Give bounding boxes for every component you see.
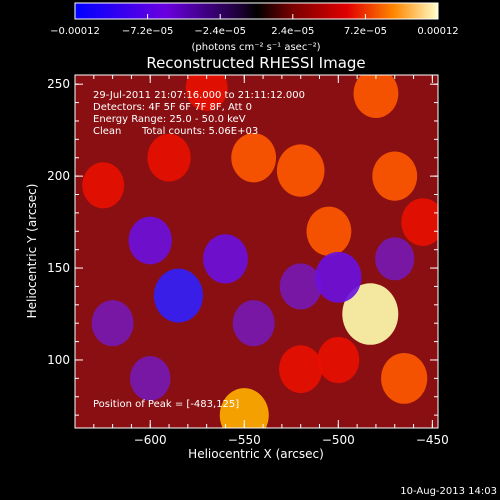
heatmap-feature: [342, 283, 399, 345]
x-tick-label: −550: [228, 433, 261, 447]
colorbar-tick-label: 0.00012: [417, 26, 458, 37]
heatmap-feature: [353, 75, 399, 119]
y-tick-label: 100: [47, 353, 70, 367]
heatmap-feature: [279, 263, 322, 310]
heatmap-features: [82, 75, 438, 428]
annotation-detectors: Detectors: 4F 5F 6F 7F 8F, Att 0: [93, 102, 252, 113]
heatmap-feature: [203, 234, 248, 284]
y-axis-label: Heliocentric Y (arcsec): [25, 184, 39, 319]
annotation-block: 29-Jul-2011 21:07:16.000 to 21:11:12.000…: [93, 90, 305, 410]
heatmap-feature: [276, 144, 325, 197]
colorbar-tick-label: −0.00012: [50, 26, 100, 37]
heatmap-feature: [375, 237, 415, 281]
heatmap-feature: [401, 198, 438, 246]
x-tick-label: −600: [134, 433, 167, 447]
annotation-time: 29-Jul-2011 21:07:16.000 to 21:11:12.000: [93, 90, 305, 101]
heatmap-feature: [147, 133, 191, 182]
y-tick-label: 150: [47, 261, 70, 275]
y-axis: 100 150 200 250: [47, 77, 438, 416]
x-axis: −600 −550 −500 −450: [93, 75, 449, 447]
heatmap-feature: [128, 216, 172, 265]
heatmap-feature: [315, 251, 362, 303]
peak-position-label: Position of Peak = [-483,125]: [93, 399, 239, 410]
colorbar-tick-label: 2.4e−05: [271, 26, 314, 37]
colorbar-tick-label: 7.2e−05: [344, 26, 387, 37]
heatmap-feature: [306, 206, 352, 256]
heatmap-feature: [278, 345, 323, 394]
y-tick-label: 200: [47, 169, 70, 183]
heatmap-feature: [232, 300, 275, 347]
heatmap-feature: [372, 151, 418, 201]
colorbar-ticks: −0.00012 −7.2e−05 −2.4e−05 2.4e−05 7.2e−05 0.…: [50, 14, 459, 37]
heatmap-feature: [231, 133, 277, 183]
x-tick-label: −500: [322, 433, 355, 447]
heatmap-feature: [381, 352, 428, 404]
heatmap-area: [75, 75, 438, 428]
x-tick-label: −450: [416, 433, 449, 447]
x-axis-label: Heliocentric X (arcsec): [188, 447, 324, 461]
annotation-method: Clean: [93, 126, 121, 137]
colorbar: [74, 2, 439, 20]
annotation-counts: Total counts: 5.06E+03: [141, 126, 258, 137]
colorbar-tick-label: −2.4e−05: [194, 26, 246, 37]
colorbar-tick-label: −7.2e−05: [122, 26, 174, 37]
colorbar-unit-label: (photons cm⁻² s⁻¹ asec⁻²): [191, 42, 320, 53]
heatmap-feature: [82, 162, 125, 209]
annotation-energy: Energy Range: 25.0 - 50.0 keV: [93, 114, 246, 125]
heatmap-feature: [185, 75, 228, 111]
y-tick-label: 250: [47, 77, 70, 91]
heatmap-feature: [129, 356, 171, 401]
date-stamp: 10-Aug-2013 14:03: [400, 486, 497, 497]
heatmap-feature: [91, 300, 134, 347]
chart-title: Reconstructed RHESSI Image: [146, 54, 365, 72]
heatmap-feature: [153, 268, 203, 323]
heatmap-feature: [317, 336, 360, 384]
plot-frame: [74, 74, 439, 429]
heatmap-feature: [219, 388, 269, 428]
